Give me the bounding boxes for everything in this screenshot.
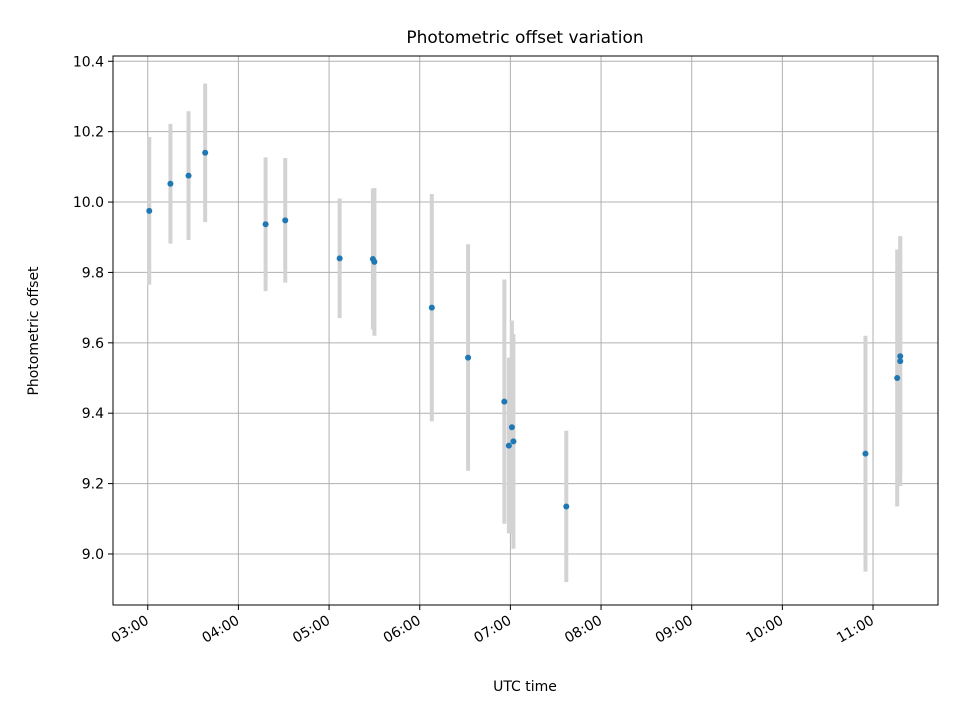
y-tick-label: 10.2 [73,125,104,141]
data-point [862,450,869,457]
data-point [146,207,153,214]
y-tick-label: 10.0 [73,195,104,211]
y-tick-label: 9.8 [82,265,104,281]
data-point [371,258,378,265]
x-axis-label: UTC time [493,679,557,695]
data-point [282,217,289,224]
data-point [185,172,192,179]
data-point [501,398,508,405]
y-axis-label: Photometric offset [26,266,42,396]
data-point [336,255,343,262]
y-tick-label: 9.0 [82,547,104,563]
plot-frame [112,55,939,606]
data-point [508,424,515,431]
data-point [510,438,517,445]
data-point [505,442,512,449]
data-point [167,180,174,187]
y-tick-label: 9.6 [82,336,104,352]
data-point [262,221,269,228]
data-point [563,503,570,510]
data-point [894,375,901,382]
data-point [428,304,435,311]
y-tick-label: 9.4 [82,406,104,422]
data-point [897,358,904,365]
data-point [202,149,209,156]
grid [113,56,938,605]
chart-title: Photometric offset variation [406,28,643,48]
data-point [897,353,904,360]
data-points [146,149,904,510]
data-point [465,354,472,361]
y-tick-label: 10.4 [73,54,104,70]
y-tick-label: 9.2 [82,477,104,493]
y-axis-ticks: 9.0 9.2 9.4 9.6 9.8 10.0 10.2 10.4 [73,54,113,563]
plot-area [113,56,938,605]
